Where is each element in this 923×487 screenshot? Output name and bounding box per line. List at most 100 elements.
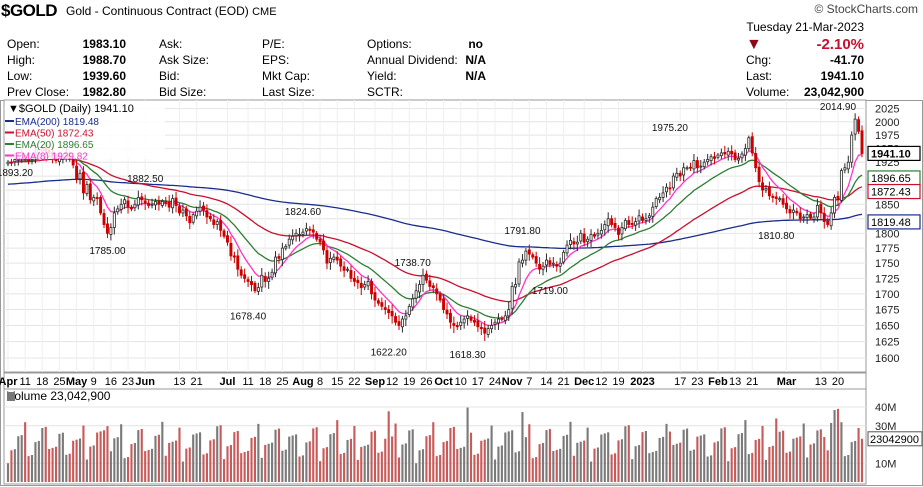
volume-bar [373, 430, 377, 482]
volume-bar [764, 459, 768, 482]
volume-bar [295, 434, 298, 482]
candle [555, 263, 559, 267]
chg-label: Chg: [746, 53, 772, 67]
price-annotation-label: 2014.90 [820, 102, 857, 113]
volume-bar [466, 407, 469, 482]
candle [548, 260, 552, 265]
price-annotation-label: 1738.70 [395, 258, 432, 269]
candle [702, 161, 706, 168]
date-tick-label: 19 [403, 376, 415, 388]
volume-bar [137, 430, 140, 482]
volume-bar [843, 456, 846, 482]
volume-bar [535, 457, 538, 482]
candle [524, 250, 528, 261]
date-tick-label: 21 [557, 376, 569, 388]
low-label: Low: [7, 69, 33, 83]
candle [147, 202, 151, 206]
volume-bar [353, 425, 356, 482]
price-box-label: 1819.48 [871, 217, 911, 229]
candle [431, 285, 435, 289]
volume-bar [298, 456, 301, 482]
volume-bar [257, 423, 260, 482]
volume-last-box [867, 431, 923, 447]
volume-bar [82, 425, 85, 482]
candle [346, 268, 350, 271]
volume-bar [27, 456, 30, 482]
volume-bar [545, 430, 548, 482]
volume-axis: 40M 30M 10M 23042900 [867, 402, 923, 470]
volume-bar [607, 432, 610, 482]
volume-bar [517, 451, 521, 482]
volume-bar [439, 455, 442, 482]
candle [260, 274, 264, 288]
volume-bar [10, 450, 13, 482]
candle [641, 216, 644, 221]
candle [579, 232, 583, 242]
candle [761, 182, 765, 191]
date-tick-label: 7 [526, 376, 532, 388]
volume-bar [329, 434, 332, 482]
eps-label: EPS: [262, 53, 290, 67]
date-tick-label: 18 [259, 376, 271, 388]
price-tick-label: 1675 [875, 305, 899, 317]
date-tick-label: Jul [220, 376, 236, 388]
price-chart-title: ▼$GOLD (Daily) 1941.10 [8, 103, 134, 115]
volume-bar [727, 461, 730, 482]
candle [318, 238, 322, 243]
volume-bar [380, 451, 383, 482]
candle [133, 203, 137, 209]
candle [589, 234, 593, 241]
date-tick-label: 15 [331, 376, 343, 388]
candle [208, 215, 212, 220]
sctr-label: SCTR: [367, 85, 403, 99]
volume-bar [634, 446, 637, 482]
volume-bar [192, 434, 195, 482]
volume-bar [126, 457, 130, 482]
volume-bar [274, 429, 277, 482]
candle [551, 262, 555, 265]
volume-bar [758, 438, 761, 482]
date-tick-label: Jun [135, 376, 155, 388]
volume-value: 23,042,900 [803, 85, 864, 99]
candle [92, 197, 96, 202]
pe-label: P/E: [262, 37, 285, 51]
bid-size-label: Bid Size: [159, 85, 207, 99]
volume-bar [507, 431, 510, 482]
volume-bar [199, 432, 202, 482]
options-value: no [468, 37, 483, 51]
volume-bar [271, 442, 274, 482]
candle [191, 214, 195, 223]
candle [246, 279, 250, 282]
candle [593, 234, 596, 237]
volume-bar [123, 458, 126, 482]
date-tick-label: Dec [574, 376, 594, 388]
date-tick-label: 21 [191, 376, 203, 388]
volume-bar [459, 447, 462, 482]
candle [174, 197, 178, 206]
candle [267, 277, 271, 282]
volume-panel [3, 388, 867, 485]
volume-bar [572, 455, 575, 482]
volume-bar [202, 454, 205, 482]
candle [154, 201, 157, 206]
volume-bar [662, 436, 665, 482]
volume-bar [644, 431, 647, 482]
candle [582, 233, 586, 243]
candle [287, 238, 291, 246]
candle [304, 228, 308, 232]
date-axis: Apr 11 18 25 May 9 16 23 Jun 13 21 Jul 11 18 25 Aug 8 15 2… [0, 376, 844, 388]
volume-bar [174, 440, 178, 482]
volume-bar [538, 444, 541, 482]
volume-bar [130, 444, 133, 482]
candle [486, 328, 490, 335]
candle [623, 220, 627, 230]
candle [833, 197, 837, 214]
candle [352, 277, 356, 282]
volume-bar [150, 448, 154, 482]
date-tick-label: 21 [746, 376, 758, 388]
volume-bar [72, 440, 75, 482]
candle [250, 281, 253, 285]
candle [188, 215, 192, 224]
candle [236, 255, 240, 270]
price-tick-label: 1775 [875, 243, 899, 255]
